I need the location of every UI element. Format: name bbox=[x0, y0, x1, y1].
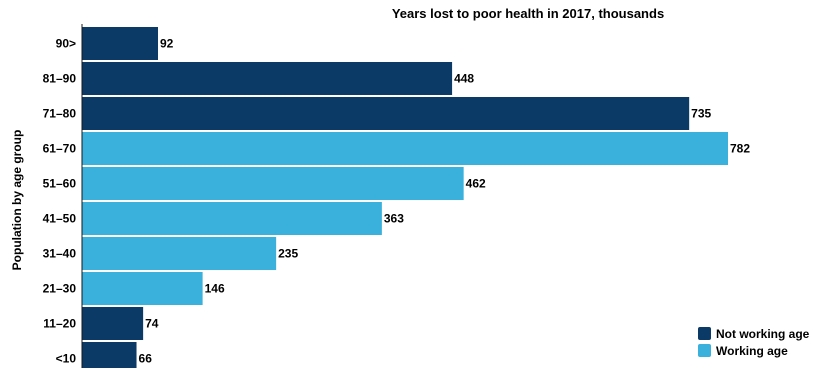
category-label: 81–90 bbox=[43, 72, 77, 86]
bar-7 bbox=[82, 272, 203, 305]
category-label: 21–30 bbox=[43, 282, 77, 296]
bar-8 bbox=[82, 307, 144, 340]
bar-3 bbox=[82, 132, 728, 165]
bar-1 bbox=[82, 62, 453, 95]
value-label: 146 bbox=[205, 282, 225, 296]
category-label: 71–80 bbox=[43, 107, 77, 121]
legend: Not working age Working age bbox=[698, 327, 810, 358]
legend-swatch-not-working bbox=[698, 327, 711, 340]
category-label: 31–40 bbox=[43, 247, 77, 261]
category-label: <10 bbox=[56, 352, 77, 366]
category-label: 41–50 bbox=[43, 212, 77, 226]
legend-label-not-working: Not working age bbox=[716, 327, 810, 341]
value-label: 448 bbox=[454, 72, 474, 86]
bar-9 bbox=[82, 342, 137, 368]
bars-group: 90> 92 81–90 448 71–80 735 61–70 782 51–60 462 41–… bbox=[43, 27, 750, 368]
category-label: 51–60 bbox=[43, 177, 77, 191]
bar-2 bbox=[82, 97, 690, 130]
category-label: 61–70 bbox=[43, 142, 77, 156]
value-label: 363 bbox=[384, 212, 404, 226]
bar-5 bbox=[82, 202, 382, 235]
legend-label-working: Working age bbox=[716, 344, 788, 358]
value-label: 782 bbox=[730, 142, 750, 156]
category-label: 11–20 bbox=[43, 317, 76, 331]
value-label: 735 bbox=[691, 107, 711, 121]
value-label: 235 bbox=[278, 247, 298, 261]
bar-0 bbox=[82, 27, 158, 60]
y-axis-label: Population by age group bbox=[10, 130, 24, 271]
category-label: 90> bbox=[56, 37, 76, 51]
value-label: 74 bbox=[145, 317, 159, 331]
chart-title: Years lost to poor health in 2017, thous… bbox=[392, 6, 664, 21]
value-label: 462 bbox=[466, 177, 486, 191]
bar-4 bbox=[82, 167, 464, 200]
bar-6 bbox=[82, 237, 277, 270]
value-label: 66 bbox=[139, 352, 153, 366]
value-label: 92 bbox=[160, 37, 174, 51]
legend-swatch-working bbox=[698, 344, 711, 357]
